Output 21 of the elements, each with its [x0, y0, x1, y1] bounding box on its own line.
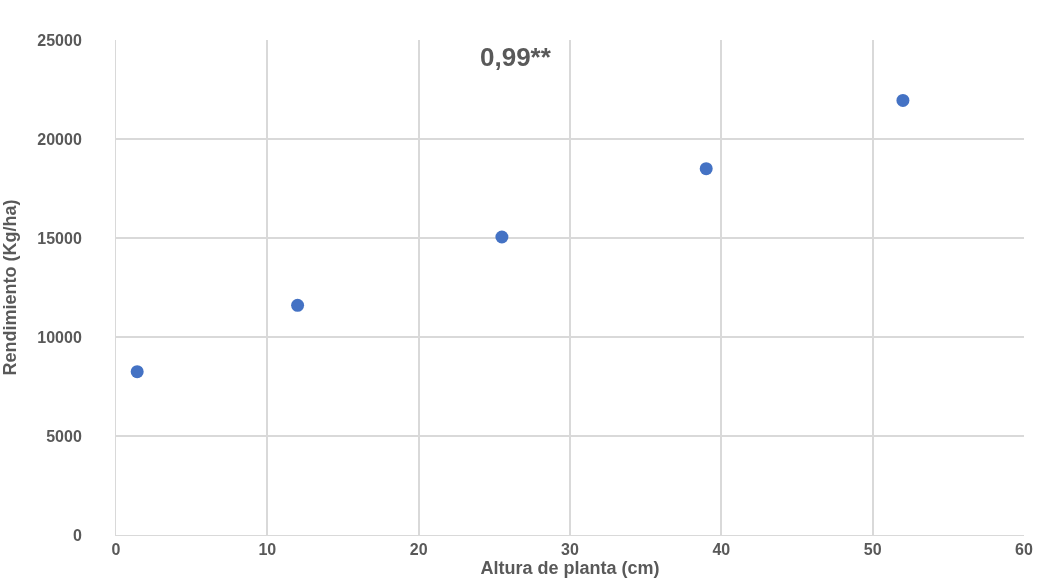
x-tick-label: 0 — [111, 541, 121, 559]
x-tick-label: 50 — [863, 541, 882, 559]
y-tick-label: 15000 — [37, 229, 82, 247]
x-axis-title: Altura de planta (cm) — [480, 558, 660, 579]
y-tick-label: 25000 — [37, 31, 82, 49]
x-tick-label: 20 — [409, 541, 428, 559]
x-tick-label: 30 — [561, 541, 579, 559]
annotation: 0,99** — [480, 42, 552, 72]
y-tick-label: 0 — [72, 526, 82, 544]
point — [291, 298, 305, 312]
point — [699, 162, 713, 176]
x-tick-label: 40 — [712, 541, 731, 559]
y-tick-label: 20000 — [37, 130, 82, 148]
point — [896, 93, 910, 107]
y-axis-title: Rendimiento (Kg/ha) — [0, 199, 21, 376]
point — [130, 365, 144, 379]
y-tick-label: 10000 — [37, 328, 82, 346]
x-tick-label: 60 — [1015, 541, 1033, 559]
y-tick-label: 5000 — [46, 427, 82, 445]
point — [495, 230, 509, 244]
x-tick-label: 10 — [258, 541, 277, 559]
